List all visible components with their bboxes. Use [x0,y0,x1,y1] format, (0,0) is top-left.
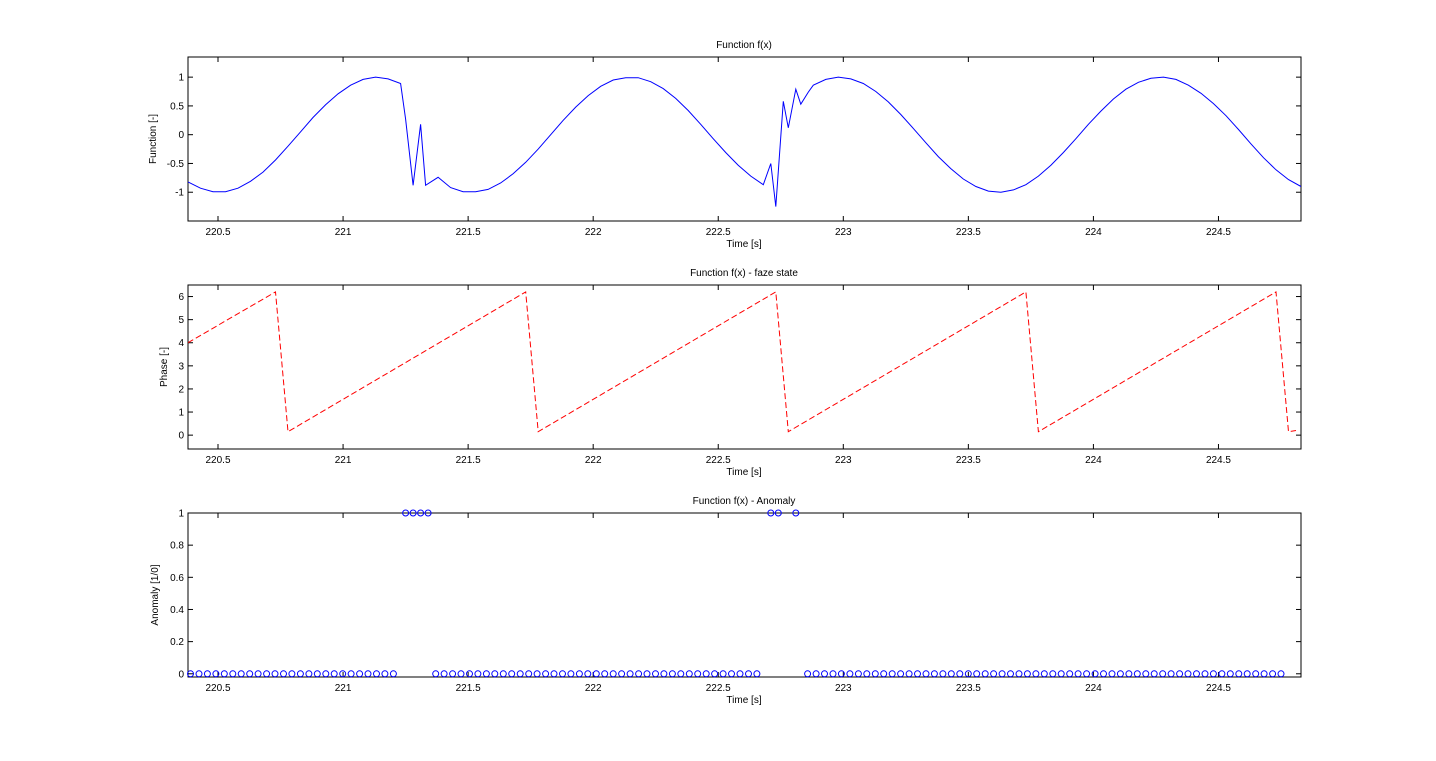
function-plot-ytick-label: 1 [178,73,184,84]
function-plot-xtick-label: 224.5 [1206,227,1231,238]
function-plot-xtick-label: 222 [585,227,602,238]
anomaly-plot-title: Function f(x) - Anomaly [693,496,796,507]
anomaly-plot-xtick-label: 221 [335,683,352,694]
anomaly-plot-xtick-label: 224 [1085,683,1102,694]
function-plot-xtick-label: 221 [335,227,352,238]
anomaly-plot-ytick-label: 0.2 [170,637,184,648]
function-plot-xtick-label: 220.5 [205,227,230,238]
anomaly-plot-xtick-label: 223 [835,683,852,694]
anomaly-plot-xtick-label: 224.5 [1206,683,1231,694]
anomaly-plot: Function f(x) - Anomaly Time [s] Anomaly… [150,496,1301,706]
anomaly-plot-xtick-label: 223.5 [956,683,981,694]
anomaly-plot-ytick-label: 0.4 [170,605,184,616]
phase-plot-ytick-label: 0 [178,431,184,442]
phase-plot-ytick-label: 4 [178,338,184,349]
function-plot-ylabel: Function [-] [148,114,159,164]
phase-plot-ytick-label: 1 [178,408,184,419]
phase-plot-ylabel: Phase [-] [159,347,170,387]
function-plot-ytick-label: 0.5 [170,101,184,112]
function-plot: Function f(x) Time [s] Function [-] 220.… [148,40,1301,250]
anomaly-plot-xtick-label: 221.5 [456,683,481,694]
phase-plot-ytick-label: 3 [178,361,184,372]
phase-plot-ytick-label: 2 [178,384,184,395]
function-plot-xtick-label: 224 [1085,227,1102,238]
function-plot-ytick-label: 0 [178,130,184,141]
function-plot-ytick-label: -0.5 [167,159,185,170]
function-plot-xtick-label: 222.5 [706,227,731,238]
phase-plot-xtick-label: 222.5 [706,455,731,466]
function-plot-ytick-label: -1 [175,188,184,199]
anomaly-plot-ytick-label: 0.6 [170,573,184,584]
phase-plot-ytick-label: 5 [178,315,184,326]
anomaly-plot-xtick-label: 222 [585,683,602,694]
anomaly-plot-ytick-label: 1 [178,509,184,520]
anomaly-plot-ytick-label: 0.8 [170,541,184,552]
phase-plot-xtick-label: 220.5 [205,455,230,466]
anomaly-plot-xtick-label: 222.5 [706,683,731,694]
anomaly-plot-ytick-label: 0 [178,669,184,680]
function-plot-xlabel: Time [s] [726,239,761,250]
phase-plot-xtick-label: 221 [335,455,352,466]
phase-plot-xtick-label: 224.5 [1206,455,1231,466]
function-plot-xtick-label: 223 [835,227,852,238]
function-plot-axes-box [188,57,1301,221]
phase-plot-title: Function f(x) - faze state [690,268,798,279]
function-plot-title: Function f(x) [716,40,772,51]
anomaly-plot-axes-box [188,513,1301,677]
phase-plot: Function f(x) - faze state Time [s] Phas… [159,268,1301,478]
phase-plot-ytick-label: 6 [178,292,184,303]
phase-plot-xtick-label: 222 [585,455,602,466]
function-plot-xtick-label: 223.5 [956,227,981,238]
phase-plot-xtick-label: 223.5 [956,455,981,466]
phase-plot-xlabel: Time [s] [726,467,761,478]
phase-plot-xtick-label: 221.5 [456,455,481,466]
phase-plot-xtick-label: 224 [1085,455,1102,466]
anomaly-plot-xlabel: Time [s] [726,695,761,706]
function-plot-xtick-label: 221.5 [456,227,481,238]
anomaly-plot-xtick-label: 220.5 [205,683,230,694]
phase-plot-axes-box [188,285,1301,449]
anomaly-plot-ylabel: Anomaly [1/0] [150,564,161,625]
phase-plot-xtick-label: 223 [835,455,852,466]
